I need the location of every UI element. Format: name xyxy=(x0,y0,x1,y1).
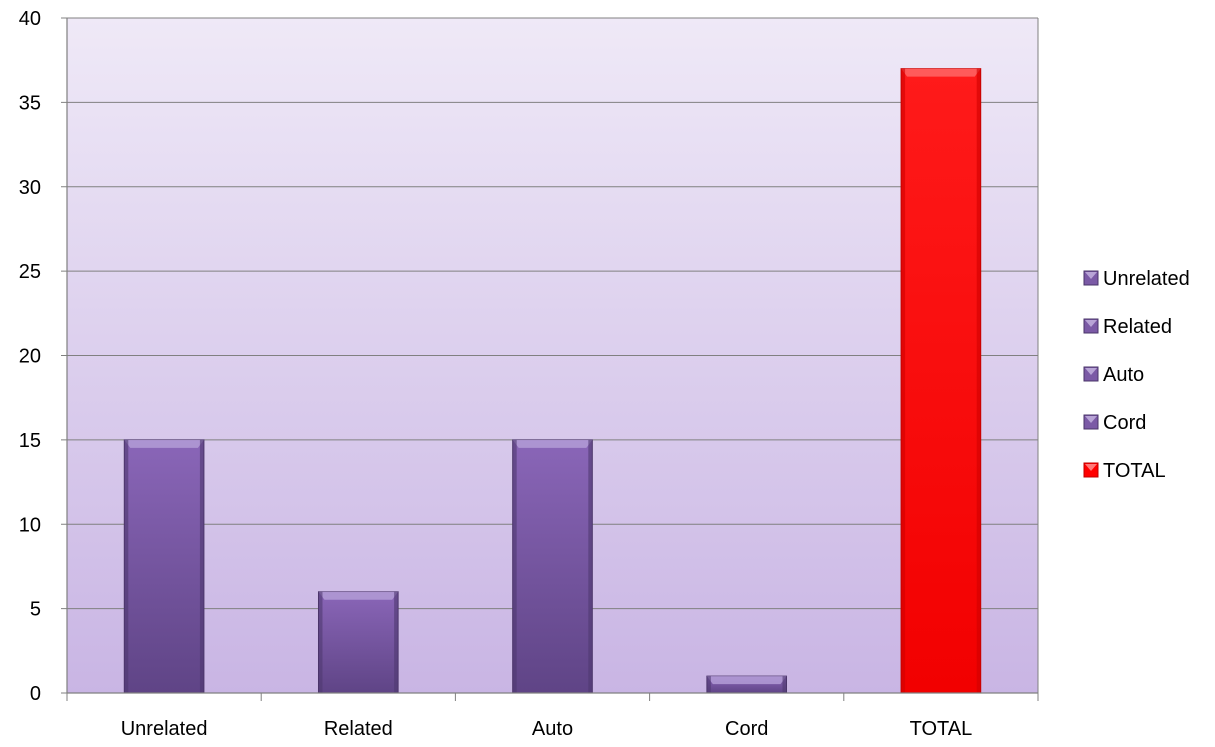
y-tick-label: 35 xyxy=(19,92,41,114)
bar-total xyxy=(900,68,982,694)
bar-unrelated xyxy=(123,439,205,694)
legend: Unrelated Related Auto Cord TOTAL xyxy=(1083,268,1190,482)
y-tick-label: 5 xyxy=(30,599,41,621)
legend-swatch-bevel xyxy=(1085,464,1097,471)
bar-bevel-right xyxy=(782,676,787,693)
bar-bevel-left xyxy=(706,676,711,693)
bar-bevel-right xyxy=(588,439,593,693)
bar-body xyxy=(900,68,982,694)
bar-bevel-left xyxy=(124,439,129,693)
bar-bevel-right xyxy=(976,68,981,693)
y-tick-label: 25 xyxy=(19,261,41,283)
x-tick-label: Related xyxy=(324,718,393,740)
legend-swatch-bevel xyxy=(1085,368,1097,375)
bar-body xyxy=(123,439,205,694)
bar-bevel-top xyxy=(512,439,593,448)
y-tick-label: 10 xyxy=(19,514,41,536)
y-tick-label: 40 xyxy=(19,8,41,30)
legend-item-unrelated: Unrelated xyxy=(1083,268,1190,290)
legend-label: Cord xyxy=(1103,412,1146,434)
legend-label: TOTAL xyxy=(1103,460,1166,482)
bar-bevel-left xyxy=(318,591,323,693)
bar-bevel-right xyxy=(199,439,204,693)
bar-bevel-top xyxy=(706,676,787,685)
bar-bevel-top xyxy=(318,591,399,600)
bar-bevel-left xyxy=(512,439,517,693)
legend-label: Related xyxy=(1103,316,1172,338)
bar-bevel-top xyxy=(124,439,204,448)
y-tick-label: 15 xyxy=(19,430,41,452)
legend-label: Auto xyxy=(1103,364,1144,386)
axes: 0 5 10 15 20 25 30 35 40 Unrelated Related Auto Cord… xyxy=(19,8,1039,740)
bar-bevel-left xyxy=(901,68,906,693)
bar-body xyxy=(317,591,399,694)
bar-bevel-right xyxy=(394,591,399,693)
y-tick-label: 20 xyxy=(19,346,41,368)
legend-swatch-bevel xyxy=(1085,416,1097,423)
bar-bevel-top xyxy=(901,68,981,77)
bar-body xyxy=(512,439,593,694)
legend-swatch-bevel xyxy=(1085,272,1097,279)
legend-swatch-bevel xyxy=(1085,320,1097,327)
legend-item-auto: Auto xyxy=(1083,364,1144,386)
x-tick-label: Auto xyxy=(532,718,573,740)
bar-related xyxy=(317,591,399,694)
y-tick-label: 0 xyxy=(30,683,41,705)
legend-item-total: TOTAL xyxy=(1083,460,1166,482)
x-tick-label: Cord xyxy=(725,718,768,740)
bar-cord xyxy=(706,675,788,694)
legend-item-related: Related xyxy=(1083,316,1172,338)
legend-item-cord: Cord xyxy=(1083,412,1146,434)
y-tick-label: 30 xyxy=(19,177,41,199)
bars xyxy=(123,68,982,694)
bar-auto xyxy=(512,439,593,694)
x-tick-label: Unrelated xyxy=(121,718,208,740)
legend-label: Unrelated xyxy=(1103,268,1190,290)
x-tick-label: TOTAL xyxy=(910,718,973,740)
